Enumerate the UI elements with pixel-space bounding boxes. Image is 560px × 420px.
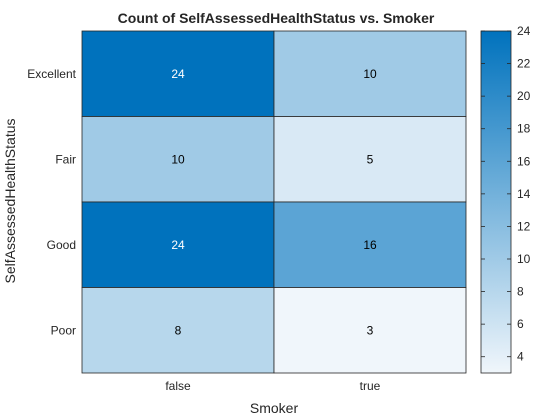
heatmap-cell <box>273 116 467 203</box>
colorbar-tick-label: 10 <box>517 252 531 266</box>
x-tick-label: true <box>360 379 381 393</box>
y-tick-label: Poor <box>51 323 76 337</box>
heatmap-cell-label: 24 <box>171 238 185 252</box>
heatmap-cells: 24 10 10 5 24 16 8 3 <box>81 30 467 374</box>
heatmap-cell <box>273 30 467 117</box>
y-tick-label: Fair <box>55 152 76 166</box>
y-tick-label: Good <box>47 238 76 252</box>
heatmap-cell-label: 24 <box>171 67 185 81</box>
x-tick-labels: false true <box>165 379 380 393</box>
heatmap-cell-label: 5 <box>367 152 374 166</box>
colorbar-tick-label: 14 <box>517 187 531 201</box>
colorbar-tick-label: 24 <box>517 24 531 38</box>
colorbar-tick-label: 8 <box>517 285 524 299</box>
colorbar-tick-label: 22 <box>517 57 531 71</box>
colorbar-tick-label: 16 <box>517 154 531 168</box>
colorbar-tick-label: 12 <box>517 219 531 233</box>
y-tick-labels: Excellent Fair Good Poor <box>27 67 76 338</box>
heatmap-cell-label: 10 <box>363 67 377 81</box>
heatmap-cell-label: 16 <box>363 238 377 252</box>
x-axis-label: Smoker <box>250 400 299 416</box>
heatmap-cell-label: 10 <box>171 152 185 166</box>
y-axis-label: SelfAssessedHealthStatus <box>2 119 18 284</box>
colorbar <box>480 30 512 374</box>
y-tick-label: Excellent <box>27 67 76 81</box>
colorbar-tick-label: 18 <box>517 122 531 136</box>
heatmap-cell-label: 8 <box>175 323 182 337</box>
chart-title: Count of SelfAssessedHealthStatus vs. Sm… <box>118 10 435 26</box>
colorbar-tick-label: 6 <box>517 317 524 331</box>
heatmap-cell <box>81 201 275 288</box>
colorbar-tick-label: 4 <box>517 350 524 364</box>
heatmap-cell <box>273 201 467 288</box>
x-tick-label: false <box>165 379 191 393</box>
colorbar-ticks: 4 6 8 10 12 14 16 18 20 22 24 <box>481 24 531 364</box>
heatmap-cell <box>81 287 275 374</box>
heatmap-cell-label: 3 <box>367 323 374 337</box>
heatmap-cell <box>273 287 467 374</box>
heatmap-cell <box>81 116 275 203</box>
colorbar-tick-label: 20 <box>517 89 531 103</box>
heatmap-cell <box>81 30 275 117</box>
